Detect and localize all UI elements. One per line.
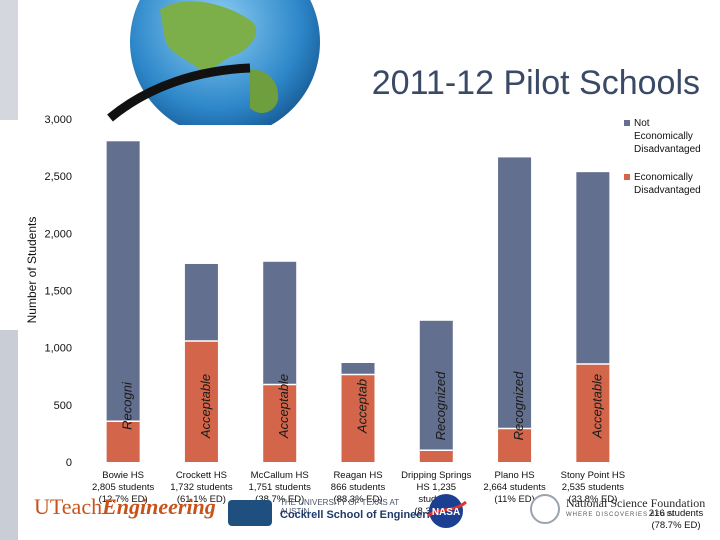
legend-label: Disadvantaged: [634, 144, 701, 155]
bar-segment: [576, 364, 610, 462]
bar-rating-label: Recognized: [511, 371, 526, 440]
x-category-label: (61.1% ED): [177, 494, 226, 505]
y-tick-label: 2,500: [44, 171, 72, 183]
bar-segment: [106, 141, 140, 422]
x-category-label: (12.7% ED): [99, 494, 148, 505]
x-category-label: (38.7% ED): [255, 494, 304, 505]
bar-segment: [263, 384, 297, 462]
x-category-label: McCallum HS: [251, 470, 309, 481]
x-category-label: 1,751 students: [249, 482, 312, 493]
globe-logo: [107, 0, 320, 125]
legend-swatch: [624, 120, 630, 126]
x-category-label: 1,732 students: [170, 482, 233, 493]
svg-text:NASA: NASA: [432, 507, 460, 518]
extra-school-label: 216 students (78.7% ED): [648, 508, 704, 531]
bar-segment: [341, 374, 375, 462]
legend-label: Economically: [634, 131, 693, 142]
bar-rating-label: Acceptable: [276, 374, 291, 439]
x-category-label: 866 students: [331, 482, 386, 493]
x-category-label: Stony Point HS: [561, 470, 625, 481]
bar-rating-label: Acceptable: [589, 374, 604, 439]
x-category-label: Reagan HS: [333, 470, 382, 481]
y-tick-label: 3,000: [44, 114, 72, 126]
legend-label: Disadvantaged: [634, 185, 701, 196]
bar-segment: [106, 421, 140, 462]
y-tick-label: 1,500: [44, 286, 72, 298]
bar-segment: [184, 263, 218, 342]
bar-rating-label: Acceptab: [355, 379, 370, 434]
y-tick-label: 1,000: [44, 343, 72, 355]
nsf-logo: National Science Foundation WHERE DISCOV…: [530, 494, 705, 528]
x-category-label: 2,805 students: [92, 482, 155, 493]
legend-swatch: [624, 174, 630, 180]
nasa-logo: NASA: [427, 494, 467, 528]
bar-segment: [419, 320, 453, 451]
x-category-label: Crockett HS: [176, 470, 227, 481]
y-tick-label: 500: [54, 400, 72, 412]
legend-label: Economically: [634, 172, 693, 183]
x-category-label: (33.8% ED): [568, 494, 617, 505]
x-category-label: Dripping Springs: [401, 470, 471, 481]
bar-segment: [498, 428, 532, 462]
bar-segment: [419, 450, 453, 462]
x-category-label: (88.3% ED): [333, 494, 382, 505]
bar-segment: [184, 341, 218, 462]
bar-segment: [498, 157, 532, 429]
x-category-label: Plano HS: [495, 470, 535, 481]
footer-logos: UTeachEngineering THE UNIVERSITY OF TEXA…: [30, 490, 720, 540]
slide-title: 2011-12 Pilot Schools: [371, 64, 700, 102]
bar-rating-label: Recognized: [433, 371, 448, 440]
x-category-label: Bowie HS: [102, 470, 144, 481]
bar-rating-label: Recogni: [120, 381, 135, 430]
uteach-logo: UTeachEngineering: [34, 494, 216, 519]
x-category-label: (11% ED): [494, 494, 534, 505]
y-axis-label: Number of Students: [25, 217, 39, 324]
bar-segment: [341, 362, 375, 375]
bar-segment: [576, 172, 610, 365]
x-category-label: 2,664 students: [483, 482, 546, 493]
bar-rating-label: Acceptable: [198, 374, 213, 439]
left-decor-strip: [0, 0, 18, 540]
x-category-label: 2,535 students: [562, 482, 625, 493]
cockrell-logo: THE UNIVERSITY OF TEXAS AT AUSTIN Cockre…: [228, 496, 443, 526]
legend-label: Not: [634, 118, 650, 129]
bar-segment: [263, 261, 297, 385]
x-category-label: HS 1,235: [416, 482, 456, 493]
y-tick-label: 2,000: [44, 228, 72, 240]
y-tick-label: 0: [66, 457, 72, 469]
